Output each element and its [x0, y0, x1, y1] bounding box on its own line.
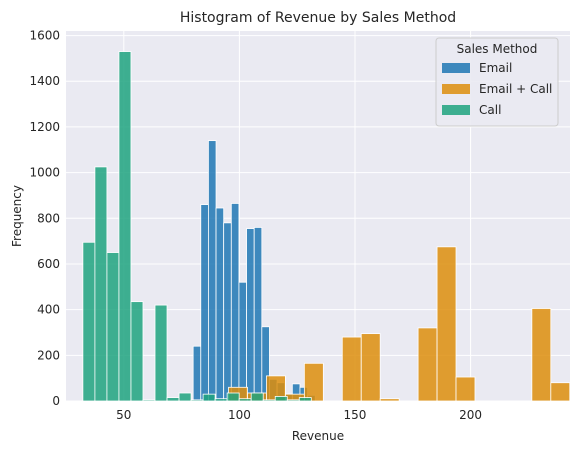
- histogram-bar: [286, 399, 300, 402]
- y-tick-label: 0: [52, 394, 60, 408]
- legend: Sales Method Email Email + Call Call: [435, 37, 559, 127]
- histogram-bar: [455, 376, 476, 402]
- histogram-bar: [274, 396, 288, 402]
- histogram-bar: [192, 345, 202, 402]
- legend-swatch: [442, 105, 470, 115]
- histogram-bar: [106, 252, 120, 402]
- y-axis-title: Frequency: [10, 185, 24, 247]
- legend-swatch: [442, 84, 470, 94]
- legend-label: Email + Call: [479, 82, 552, 96]
- y-tick-label: 1400: [29, 74, 60, 88]
- histogram-bar: [238, 281, 247, 402]
- chart-title: Histogram of Revenue by Sales Method: [180, 10, 456, 26]
- histogram-bar: [253, 227, 263, 402]
- histogram-bar: [118, 51, 132, 402]
- histogram-bar: [178, 392, 192, 402]
- histogram-bar: [230, 203, 240, 402]
- histogram-bar: [202, 393, 216, 402]
- histogram-bar: [360, 333, 381, 402]
- y-tick-label: 200: [37, 348, 60, 362]
- histogram-bar: [379, 398, 400, 402]
- histogram-bar: [262, 399, 276, 402]
- x-tick-label: 100: [228, 408, 251, 422]
- y-tick-label: 400: [37, 303, 60, 317]
- legend-title: Sales Method: [457, 42, 538, 56]
- y-tick-label: 1200: [29, 120, 60, 134]
- histogram-bar: [417, 327, 438, 402]
- histogram-bar: [246, 228, 255, 402]
- histogram-bar: [531, 308, 552, 402]
- histogram-bar: [238, 398, 252, 402]
- histogram-bar: [298, 397, 312, 402]
- y-tick-label: 600: [37, 257, 60, 271]
- histogram-bar: [154, 304, 168, 402]
- plot-area: 0 200 400 600 800 1000 1200 1400 1600 50 100 150 200…: [29, 29, 571, 422]
- histogram-bar: [208, 140, 217, 402]
- y-tick-label: 1000: [29, 166, 60, 180]
- histogram-bar: [226, 392, 240, 402]
- legend-box: [435, 37, 559, 127]
- histogram-bar: [166, 397, 180, 402]
- histogram-bar: [303, 362, 324, 402]
- histogram-bar: [436, 246, 457, 402]
- histogram-bar: [94, 166, 108, 402]
- histogram-bar: [130, 301, 144, 402]
- histogram-bar: [82, 241, 96, 402]
- legend-swatch: [442, 63, 470, 73]
- histogram-bar: [200, 204, 209, 402]
- x-tick-label: 50: [116, 408, 131, 422]
- y-tick-label: 1600: [29, 29, 60, 43]
- x-axis-title: Revenue: [292, 429, 344, 443]
- histogram-bar: [550, 382, 571, 402]
- histogram-bar: [142, 399, 156, 402]
- legend-label: Email: [479, 61, 512, 75]
- x-tick-label: 150: [344, 408, 367, 422]
- histogram-bar: [214, 398, 228, 402]
- y-tick-label: 800: [37, 211, 60, 225]
- histogram-bar: [215, 207, 225, 402]
- histogram-bar: [341, 336, 362, 402]
- legend-label: Call: [479, 103, 501, 117]
- histogram-bar: [190, 399, 204, 402]
- histogram-bar: [250, 392, 264, 402]
- histogram-bar: [223, 222, 232, 402]
- x-tick-label: 200: [459, 408, 482, 422]
